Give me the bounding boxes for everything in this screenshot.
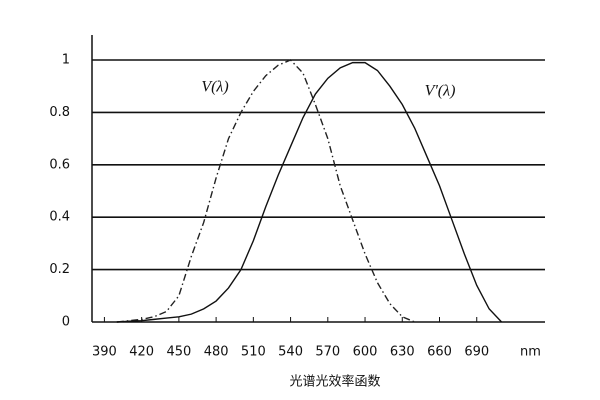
x-tick-label: 450 — [166, 345, 191, 360]
y-tick-label: 0.6 — [49, 157, 70, 172]
y-tick-label: 0.2 — [49, 262, 70, 277]
legend-label: V(λ) — [201, 79, 228, 96]
y-tick-label: 0.8 — [49, 105, 70, 120]
x-tick-label: 570 — [315, 345, 340, 360]
x-tick-label: 540 — [278, 345, 303, 360]
line — [116, 61, 503, 323]
line — [116, 59, 415, 323]
y-tick-label: 1 — [62, 53, 70, 68]
x-tick-label: 510 — [241, 345, 266, 360]
x-tick-label: 660 — [427, 345, 452, 360]
y-tick-label: 0.4 — [49, 210, 70, 225]
x-tick-label: 630 — [390, 345, 415, 360]
x-axis-label: 光谱光效率函数 — [289, 374, 380, 390]
x-tick-label: 420 — [129, 345, 154, 360]
y-tick-label: 0 — [62, 315, 70, 330]
x-tick-label: 690 — [464, 345, 489, 360]
legend-label: V'(λ) — [425, 83, 456, 100]
x-tick-label: 390 — [92, 345, 117, 360]
x-tick-label: 600 — [353, 345, 378, 360]
x-unit: nm — [520, 345, 541, 360]
x-tick-label: 480 — [204, 345, 229, 360]
